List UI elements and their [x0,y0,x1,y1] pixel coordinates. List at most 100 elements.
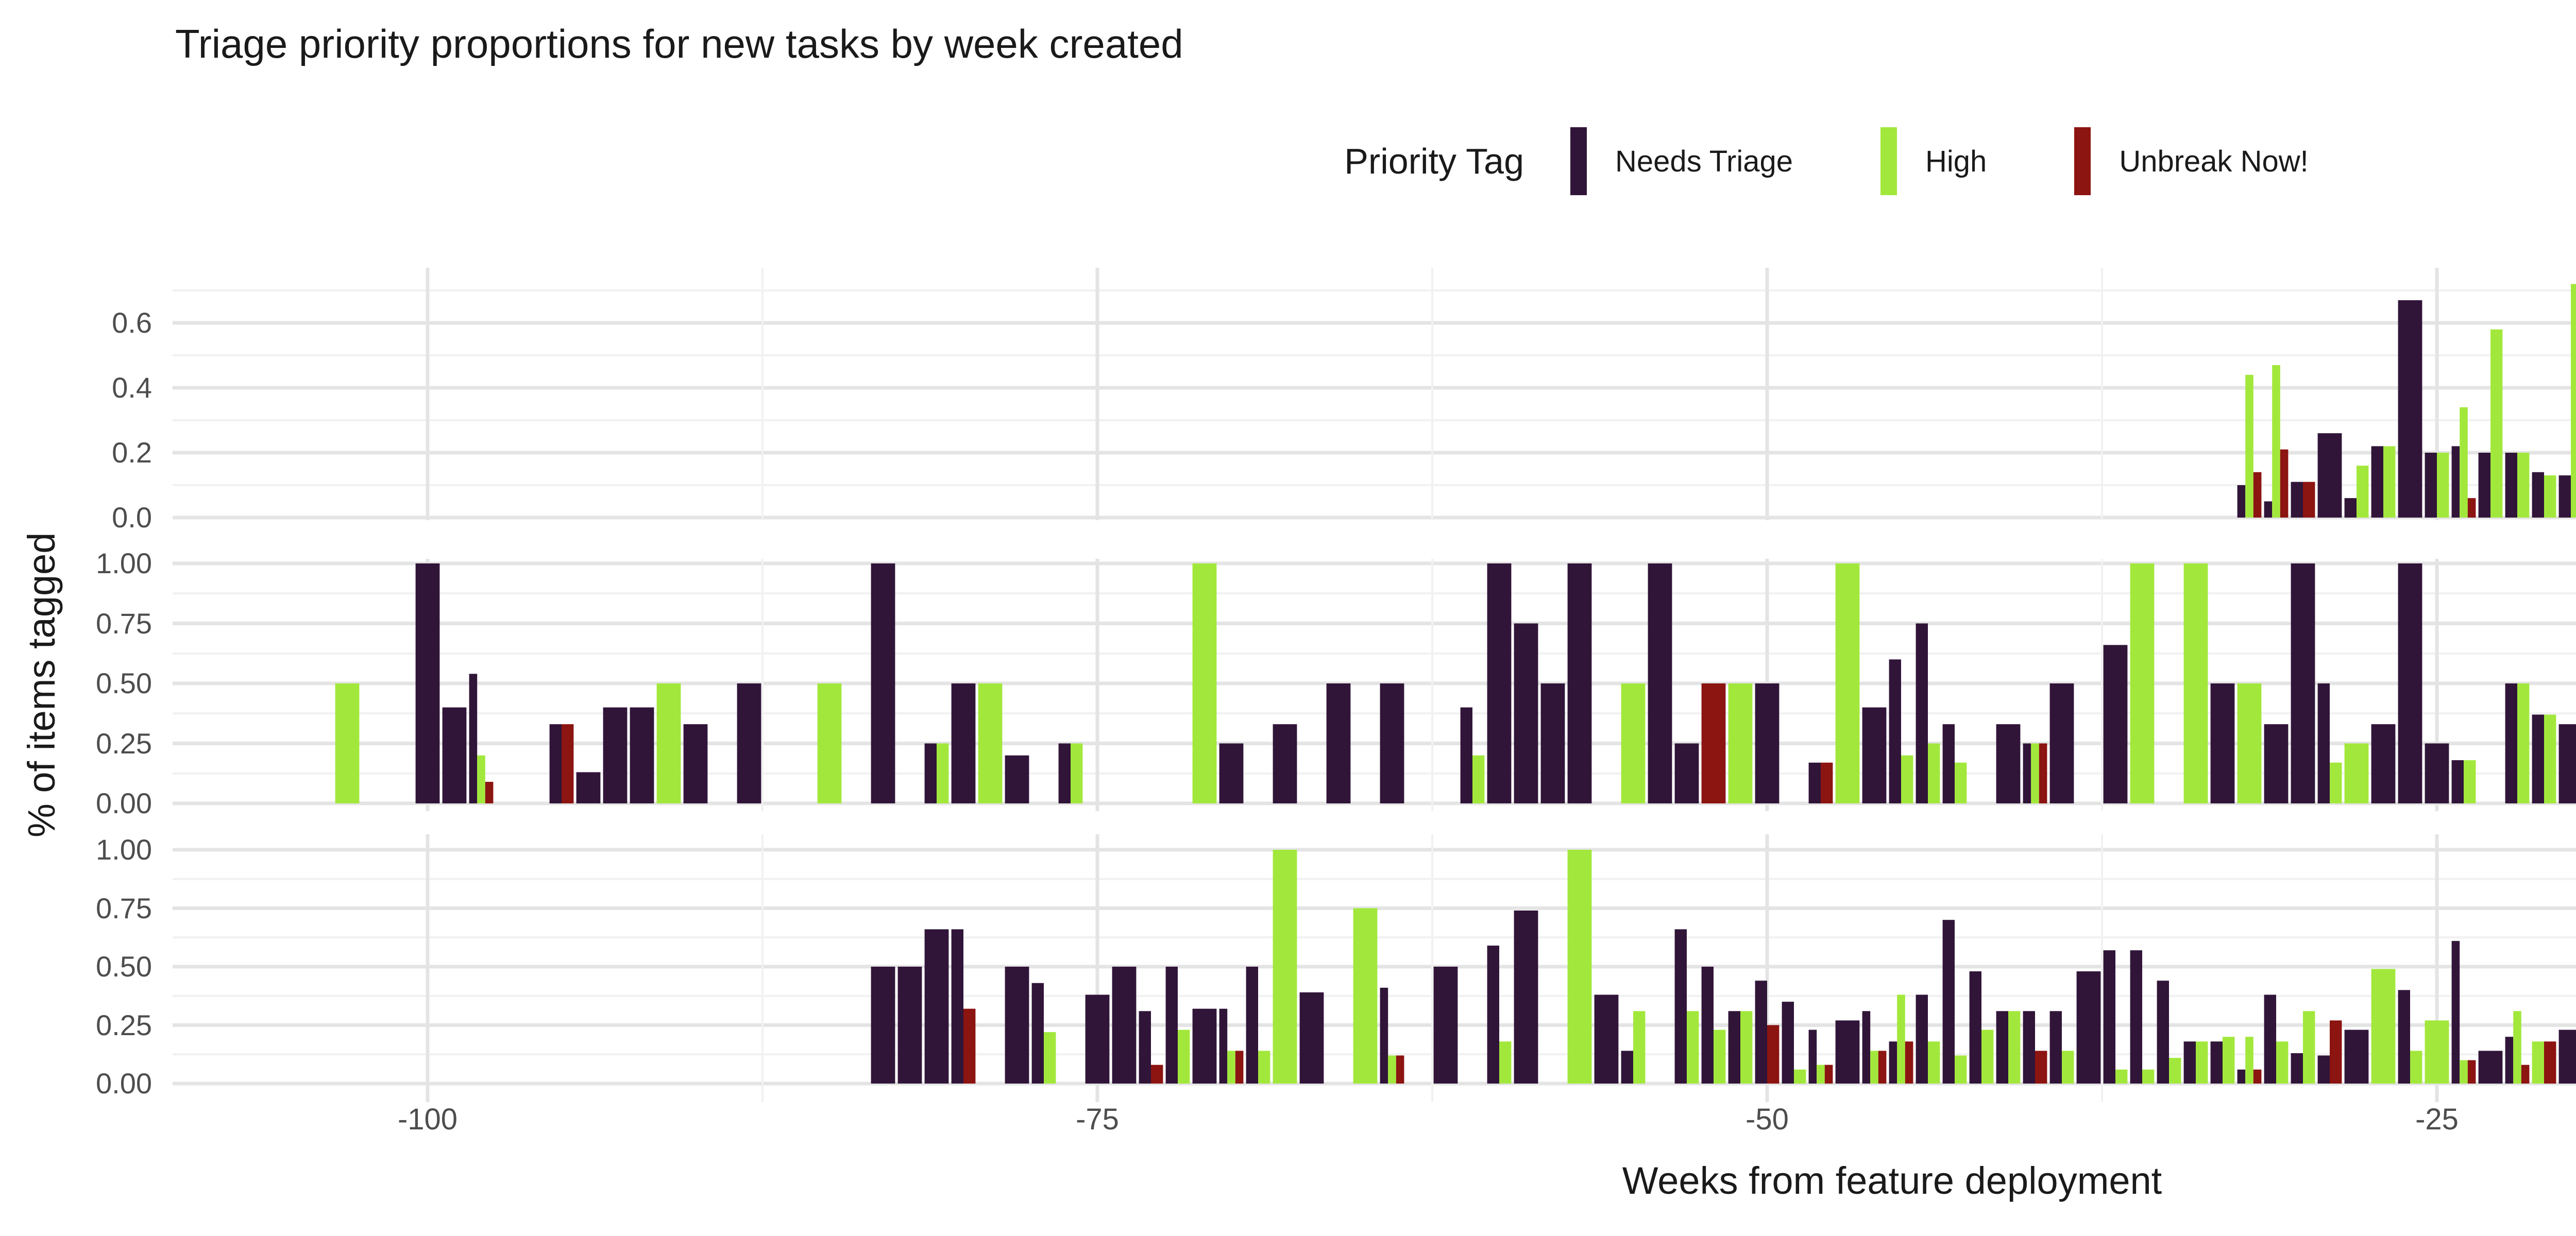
bar-week-20-s0 [2558,724,2576,803]
bar-week-44-s0 [1916,994,1928,1084]
bar-week-22-s1 [2517,453,2530,518]
bar-week-40-s0 [2023,1011,2035,1084]
bar-week-22-s2 [2521,1065,2530,1084]
bar-week-37-s1 [2115,1069,2128,1084]
bar-week-98-s2 [485,782,494,803]
y-tick-label: 0.0 [112,501,152,534]
bar-week-31-s1 [2276,1041,2289,1084]
legend-item-unbreak-now: Unbreak Now! [2074,127,2309,195]
bar-week-80-s0 [951,683,976,803]
bar-week-27-s1 [2371,969,2396,1084]
bar-week-21-s2 [2544,1041,2556,1084]
bar-week-57-s1 [1567,850,1592,1084]
bar-week-69-s1 [1258,1051,1270,1084]
bar-week-37-s0 [2103,645,2128,803]
bar-week-83-s0 [871,967,895,1084]
bar-week-80-s0 [951,929,963,1084]
bar-week-52-s0 [1701,967,1714,1084]
y-tick-label: 0.50 [96,667,152,699]
bar-week-61-s0 [1460,707,1472,803]
bar-week-60-s1 [1499,1041,1512,1084]
bar-week-45-s0 [1889,659,1901,803]
bar-week-24-s1 [2460,407,2468,518]
bar-week-61-s1 [1472,755,1485,803]
bar-week-73-s2 [1151,1065,1163,1084]
bar-week-52-s1 [1714,1029,1726,1084]
bar-week-24-s0 [2451,446,2460,518]
bar-week-31-s1 [2272,365,2280,518]
x-tick-label: -75 [1076,1103,1119,1136]
bar-week-24-s0 [2451,941,2460,1084]
y-tick-label: 0.4 [112,371,152,404]
bar-week-29-s1 [2330,762,2342,803]
bar-week-24-s2 [2467,1060,2476,1084]
bar-week-57-s0 [1567,563,1592,803]
bar-week-33-s0 [2210,683,2235,803]
bar-week-83-s0 [871,563,895,803]
bar-week-78-s0 [1005,755,1029,803]
bar-week-39-s0 [2049,1011,2062,1084]
bar-week-91-s1 [656,683,681,803]
bar-week-50-s0 [1755,683,1780,803]
bar-week-72-s0 [1165,967,1178,1084]
legend-swatch-unbreak-now-icon [2074,127,2091,195]
bar-week-64-s2 [1396,1055,1404,1084]
bar-week-48-s2 [1824,1065,1833,1084]
bar-week-24-s2 [2467,498,2476,518]
bar-week-25-s0 [2425,453,2437,518]
bar-week-92-s0 [630,707,654,803]
bar-week-51-s1 [1740,1011,1753,1084]
bar-week-43-s0 [1942,724,1955,803]
bar-week-31-s0 [2264,501,2273,518]
bar-week-65-s1 [1353,908,1378,1084]
bar-week-55-s1 [1633,1011,1646,1084]
legend-item-high: High [1880,127,1987,195]
legend-swatch-needs-triage-icon [1570,127,1587,195]
bar-week-95-s2 [562,724,574,803]
bar-week-20-s1 [2571,284,2576,518]
legend-swatch-high-icon [1880,127,1897,195]
bar-week-53-s0 [1674,743,1699,803]
bar-week-21-s1 [2544,475,2556,518]
bar-week-29-s2 [2330,1020,2342,1084]
bar-week-23-s0 [2478,1051,2503,1084]
bar-week-50-s0 [1755,981,1767,1084]
bar-week-85-s1 [817,683,842,803]
bar-week-70-s2 [1235,1051,1244,1084]
bar-week-36-s1 [2130,563,2155,803]
legend-label-high: High [1925,144,1987,178]
bar-week-51-s0 [1728,1011,1740,1084]
bar-week-28-s1 [2344,743,2369,803]
bar-week-68-s0 [1273,724,1297,803]
bar-week-82-s0 [897,967,922,1084]
bar-week-67-s0 [1299,992,1324,1084]
bar-week-70-s0 [1219,743,1244,803]
bar-week-27-s0 [2371,446,2383,518]
bar-week-32-s2 [2253,472,2262,518]
bar-week-26-s1 [2410,1051,2422,1084]
bar-week-88-s0 [737,683,761,803]
bar-week-35-s0 [2157,981,2169,1084]
bar-week-29-s0 [2317,433,2342,518]
bar-week-25-s1 [2437,453,2449,518]
legend-label-unbreak-now: Unbreak Now! [2119,144,2309,178]
bar-week-81-s0 [924,743,937,803]
bar-week-21-s0 [2532,714,2544,803]
bar-week-40-s2 [2039,743,2047,803]
bar-week-30-s0 [2291,563,2315,803]
bar-week-53-s1 [1687,1011,1699,1084]
legend-label-needs-triage: Needs Triage [1615,144,1793,178]
bar-week-95-s0 [549,724,562,803]
legend: Priority Tag Needs Triage High Unbreak N… [0,123,2576,200]
bar-week-25-s1 [2425,1020,2449,1084]
bar-week-34-s1 [2196,1041,2208,1084]
bar-week-31-s0 [2264,994,2276,1084]
bar-week-26-s0 [2398,990,2410,1084]
bar-week-68-s1 [1273,850,1297,1084]
bar-week-41-s1 [2008,1011,2021,1084]
bar-week-29-s0 [2317,683,2330,803]
bar-week-22-s0 [2505,683,2517,803]
bar-week-36-s1 [2142,1069,2155,1084]
bar-week-24-s1 [2464,760,2476,803]
